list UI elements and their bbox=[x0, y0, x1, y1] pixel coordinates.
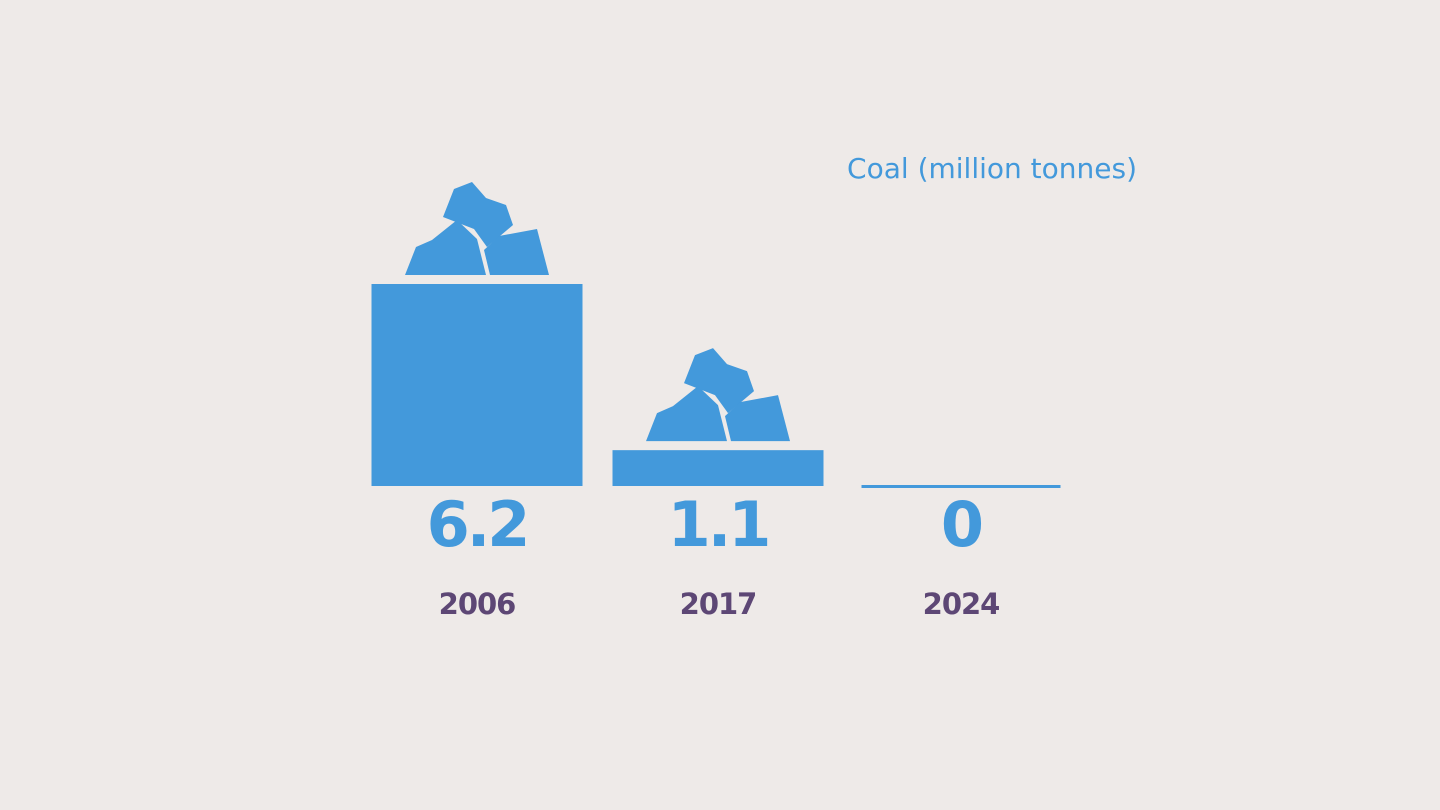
value-label-2024: 0 bbox=[941, 488, 982, 561]
chart-title: Coal (million tonnes) bbox=[847, 152, 1137, 185]
icons-layer bbox=[405, 182, 790, 442]
coal-lump-1 bbox=[646, 386, 727, 442]
category-label-2024: 2024 bbox=[923, 587, 1000, 621]
coal-lump-2 bbox=[684, 348, 754, 414]
bar-2024 bbox=[861, 485, 1061, 488]
coal-lump-2 bbox=[443, 182, 513, 247]
coal-lump-3 bbox=[484, 229, 549, 275]
category-label-2017: 2017 bbox=[680, 587, 757, 621]
category-label-2006: 2006 bbox=[439, 587, 516, 621]
bar-2006 bbox=[371, 284, 583, 486]
coal-lumps-icon bbox=[646, 348, 790, 442]
value-label-2017: 1.1 bbox=[668, 488, 769, 561]
labels-layer: 6.2 2006 1.1 2017 0 2024 bbox=[427, 488, 1001, 621]
coal-lump-1 bbox=[405, 220, 486, 275]
bar-2017 bbox=[612, 450, 824, 486]
coal-lumps-icon bbox=[405, 182, 549, 275]
value-label-2006: 6.2 bbox=[427, 488, 528, 561]
coal-lump-3 bbox=[725, 395, 790, 442]
bars-layer bbox=[371, 284, 1061, 488]
